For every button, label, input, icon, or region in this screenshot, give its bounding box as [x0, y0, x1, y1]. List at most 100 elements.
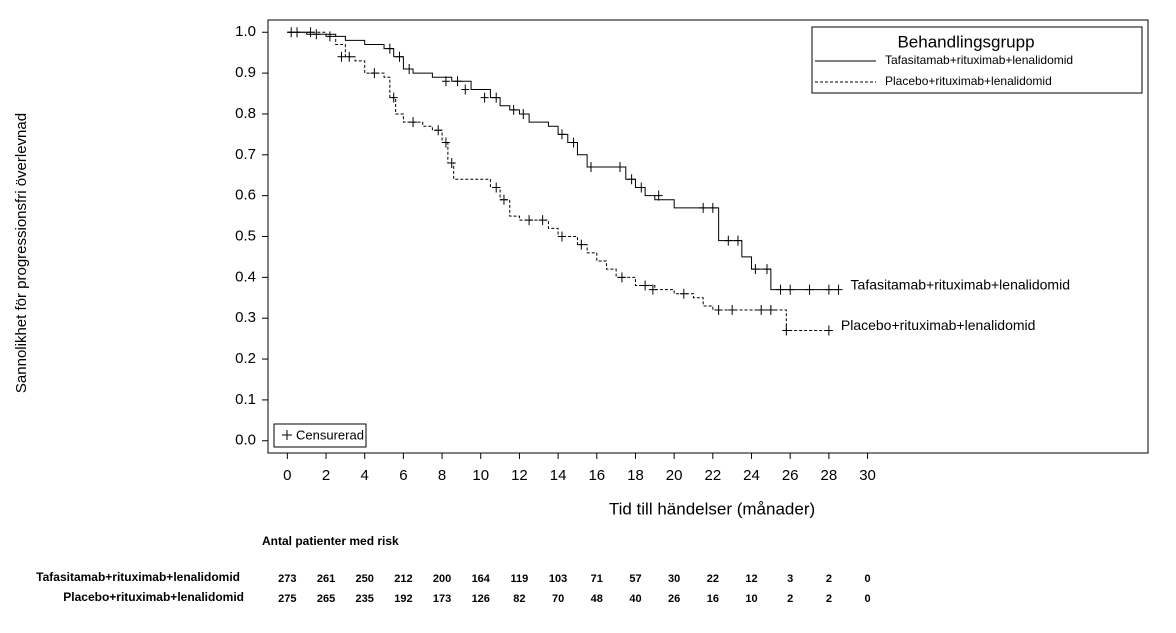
legend-title: Behandlingsgrupp	[897, 32, 1034, 51]
risk-count: 103	[549, 573, 567, 585]
risk-count: 126	[472, 593, 490, 605]
censor-mark	[751, 264, 760, 275]
censor-mark	[385, 43, 394, 54]
risk-count: 273	[278, 573, 296, 585]
censor-mark	[805, 284, 814, 295]
risk-count: 3	[787, 573, 793, 585]
y-tick-label: 0.8	[235, 105, 256, 122]
curve-end-label: Tafasitamab+rituximab+lenalidomid	[851, 276, 1070, 292]
censor-mark	[617, 272, 626, 283]
censor-mark	[538, 215, 547, 226]
censor-mark	[480, 92, 489, 103]
censor-mark	[499, 194, 508, 205]
censored-symbol	[282, 430, 292, 440]
censor-mark	[648, 284, 657, 295]
censor-mark	[776, 284, 785, 295]
censor-mark	[824, 284, 833, 295]
x-tick-label: 30	[859, 467, 876, 484]
x-axis-label: Tid till händelser (månader)	[609, 499, 815, 518]
risk-count: 192	[394, 593, 412, 605]
risk-count: 57	[629, 573, 641, 585]
x-tick-label: 12	[511, 467, 528, 484]
censor-mark	[492, 92, 501, 103]
y-tick-label: 0.3	[235, 309, 256, 326]
y-tick-label: 0.0	[235, 432, 256, 449]
y-tick-label: 0.6	[235, 187, 256, 204]
censor-mark	[679, 288, 688, 299]
risk-count: 0	[864, 573, 870, 585]
risk-count: 212	[394, 573, 412, 585]
censor-mark	[395, 51, 404, 62]
risk-count: 0	[864, 593, 870, 605]
x-tick-label: 16	[588, 467, 605, 484]
censor-mark	[708, 202, 717, 213]
censor-mark	[786, 284, 795, 295]
survival-curve	[287, 31, 839, 291]
y-tick-label: 0.4	[235, 268, 256, 285]
risk-count: 261	[317, 573, 335, 585]
risk-count: 16	[707, 593, 719, 605]
censor-mark	[824, 325, 833, 336]
censor-mark	[557, 231, 566, 242]
y-tick-label: 1.0	[235, 23, 256, 40]
censor-mark	[699, 202, 708, 213]
risk-count: 40	[629, 593, 641, 605]
censor-mark	[637, 182, 646, 193]
censor-mark	[441, 76, 450, 87]
censor-mark	[345, 51, 354, 62]
risk-count: 22	[707, 573, 719, 585]
risk-count: 12	[745, 573, 757, 585]
censor-mark	[509, 104, 518, 115]
risk-count: 82	[513, 593, 525, 605]
x-tick-label: 10	[472, 467, 489, 484]
censor-mark	[577, 239, 586, 250]
censor-mark	[453, 76, 462, 87]
y-tick-label: 0.5	[235, 227, 256, 244]
censor-mark	[389, 92, 398, 103]
censor-mark	[834, 284, 843, 295]
censor-mark	[714, 305, 723, 316]
censor-mark	[724, 235, 733, 246]
censor-mark	[434, 125, 443, 136]
censor-mark	[627, 174, 636, 185]
censor-mark	[337, 51, 346, 62]
x-tick-label: 4	[361, 467, 369, 484]
survival-curve	[287, 31, 829, 331]
censor-mark	[492, 182, 501, 193]
risk-count: 70	[552, 593, 564, 605]
censor-mark	[733, 235, 742, 246]
risk-count: 30	[668, 573, 680, 585]
risk-row-name: Placebo+rituximab+lenalidomid	[63, 590, 244, 604]
censor-mark	[557, 129, 566, 140]
censor-mark	[405, 64, 414, 75]
risk-count: 164	[472, 573, 491, 585]
x-tick-label: 20	[666, 467, 683, 484]
risk-count: 235	[356, 593, 374, 605]
censor-mark	[762, 264, 771, 275]
risk-count: 250	[356, 573, 374, 585]
x-tick-label: 26	[782, 467, 799, 484]
censor-mark	[312, 29, 321, 40]
censor-mark	[766, 305, 775, 316]
censor-mark	[461, 84, 470, 95]
censor-mark	[757, 305, 766, 316]
risk-count: 10	[745, 593, 757, 605]
x-tick-label: 28	[821, 467, 838, 484]
y-tick-label: 0.7	[235, 146, 256, 163]
legend-label: Placebo+rituximab+lenalidomid	[885, 74, 1052, 88]
y-axis-label: Sannolikhet för progressionsfri överlevn…	[13, 113, 30, 393]
risk-row-name: Tafasitamab+rituximab+lenalidomid	[36, 570, 240, 584]
censor-mark	[293, 27, 302, 38]
censor-mark	[306, 27, 315, 38]
risk-count: 173	[433, 593, 451, 605]
risk-table-title: Antal patienter med risk	[262, 534, 399, 548]
x-tick-label: 18	[627, 467, 644, 484]
risk-count: 2	[826, 573, 832, 585]
risk-count: 119	[511, 573, 529, 585]
censor-mark	[370, 68, 379, 79]
risk-count: 2	[826, 593, 832, 605]
legend-label: Tafasitamab+rituximab+lenalidomid	[885, 53, 1073, 67]
curve-end-label: Placebo+rituximab+lenalidomid	[841, 317, 1036, 333]
y-tick-label: 0.9	[235, 64, 256, 81]
